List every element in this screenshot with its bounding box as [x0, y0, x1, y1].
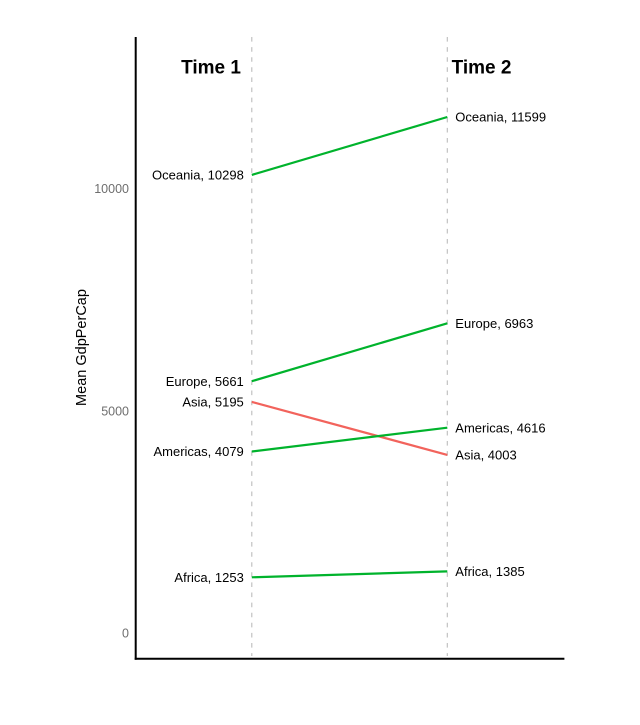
svg-text:Time 2: Time 2 — [452, 57, 512, 78]
svg-text:Oceania, 11599: Oceania, 11599 — [455, 110, 546, 125]
svg-text:Europe, 6963: Europe, 6963 — [455, 316, 533, 331]
svg-text:Americas, 4616: Americas, 4616 — [455, 420, 545, 435]
svg-text:Time 1: Time 1 — [181, 57, 241, 78]
svg-text:Europe, 5661: Europe, 5661 — [166, 374, 244, 389]
svg-text:5000: 5000 — [101, 404, 129, 418]
svg-text:0: 0 — [122, 627, 129, 641]
svg-text:Africa, 1385: Africa, 1385 — [455, 564, 524, 579]
svg-text:Americas, 4079: Americas, 4079 — [153, 444, 243, 459]
svg-text:Asia, 5195: Asia, 5195 — [182, 395, 243, 410]
svg-text:10000: 10000 — [94, 182, 129, 196]
svg-text:Oceania, 10298: Oceania, 10298 — [152, 168, 244, 183]
svg-text:Mean GdpPerCap: Mean GdpPerCap — [74, 289, 90, 406]
svg-text:Asia, 4003: Asia, 4003 — [455, 448, 516, 463]
svg-text:Africa, 1253: Africa, 1253 — [174, 570, 243, 585]
